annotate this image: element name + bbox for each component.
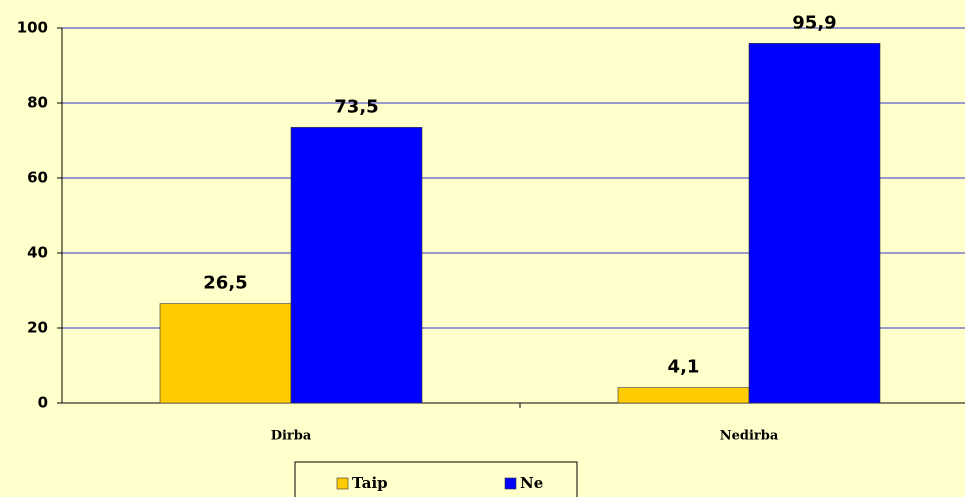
bar	[748, 43, 881, 404]
value-label: 4,1	[668, 357, 700, 378]
value-label: 95,9	[792, 12, 836, 33]
y-tick-label: 100	[17, 19, 48, 37]
y-tick-label: 20	[27, 319, 48, 337]
y-tick-label: 0	[38, 394, 48, 412]
bar	[290, 127, 423, 404]
value-label: 73,5	[334, 96, 378, 117]
x-tick-label: Nedirba	[720, 429, 779, 444]
bar	[617, 387, 750, 404]
legend-swatch	[504, 477, 517, 490]
value-label: 26,5	[203, 273, 247, 294]
legend-label: Ne	[520, 474, 543, 492]
y-tick-label: 80	[27, 94, 48, 112]
legend-label: Taip	[352, 474, 388, 492]
y-tick-label: 40	[27, 244, 48, 262]
bar	[159, 303, 292, 404]
y-tick-label: 60	[27, 169, 48, 187]
legend-swatch	[336, 477, 349, 490]
x-tick-label: Dirba	[271, 429, 312, 444]
